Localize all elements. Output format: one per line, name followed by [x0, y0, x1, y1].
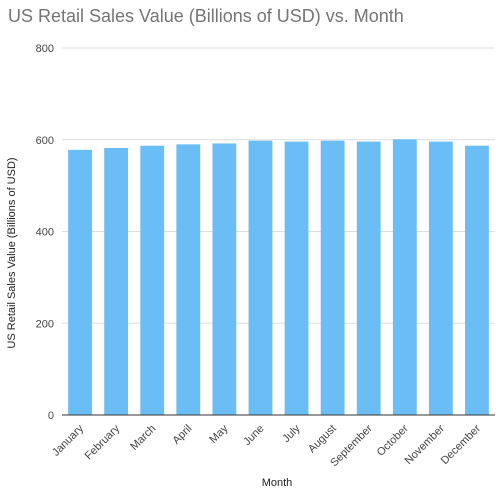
bars	[68, 139, 489, 416]
x-tick-label: December	[439, 422, 484, 467]
y-axis-label: US Retail Sales Value (Billions of USD)	[6, 157, 18, 348]
bar-july	[284, 141, 309, 415]
y-tick-label: 400	[36, 227, 54, 239]
bar-august	[320, 140, 345, 416]
bar-march	[140, 145, 165, 415]
bar-november	[428, 141, 453, 415]
chart-title: US Retail Sales Value (Billions of USD) …	[8, 6, 404, 26]
x-tick-label: March	[128, 423, 158, 453]
x-tick-label: August	[306, 423, 339, 456]
y-tick-label: 200	[36, 318, 54, 330]
y-tick-labels: 0 200 400 600 800	[36, 43, 54, 422]
y-tick-label: 800	[36, 43, 54, 55]
bar-may	[212, 143, 237, 416]
x-tick-label: July	[280, 422, 303, 445]
x-tick-label: April	[170, 423, 194, 447]
x-tick-label: January	[50, 422, 87, 459]
bar-december	[465, 145, 489, 415]
y-tick-label: 600	[36, 135, 54, 147]
bar-april	[176, 144, 201, 415]
bar-october	[392, 139, 417, 415]
y-tick-label: 0	[48, 410, 54, 422]
x-tick-label: June	[241, 423, 266, 448]
x-tick-label: October	[375, 422, 411, 458]
bar-february	[104, 148, 129, 415]
x-axis-label: Month	[262, 477, 293, 489]
bar-june	[248, 140, 273, 416]
x-tick-label: February	[83, 422, 123, 462]
bar-september	[356, 141, 381, 415]
bar-january	[68, 149, 92, 415]
grid-lines	[62, 47, 495, 324]
x-tick-label: May	[207, 422, 231, 446]
